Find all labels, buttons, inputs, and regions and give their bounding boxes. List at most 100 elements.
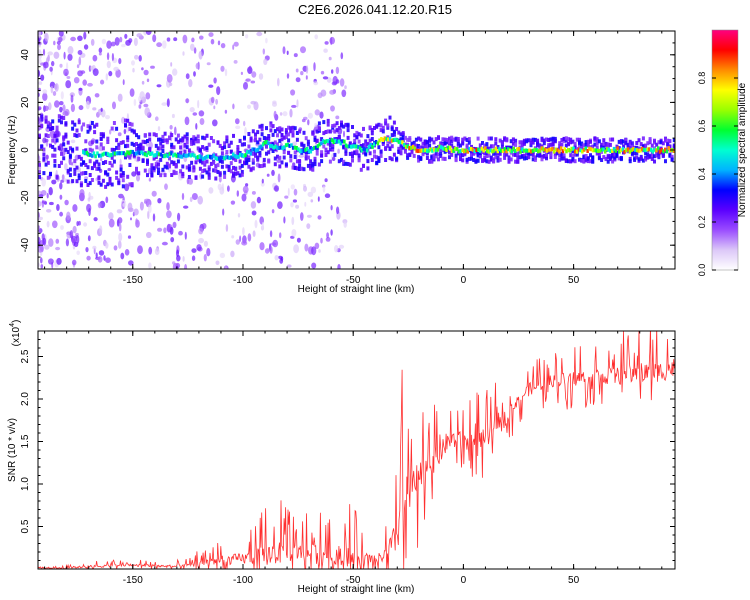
ridge-cell [607,147,611,152]
noise-cell [64,163,68,171]
halo-cell [595,151,599,156]
ridge-cell [244,153,247,158]
halo-cell [441,137,445,142]
ridge-cell [644,148,648,153]
noise-cell [259,242,265,251]
halo-cell [648,138,652,143]
halo-cell [494,151,498,156]
noise-cell [323,48,328,53]
halo-cell [335,128,339,133]
halo-cell [547,145,551,150]
noise-cell [48,258,54,265]
halo-cell [232,156,235,161]
halo-cell [161,139,165,143]
noise-cell [307,119,310,126]
halo-cell [478,154,482,159]
halo-cell [315,138,319,143]
halo-cell [439,151,443,156]
ridge-cell [415,148,418,153]
ridge-cell [406,144,409,149]
halo-cell [53,159,57,163]
halo-cell [139,144,143,149]
halo-cell [110,126,114,131]
halo-cell [448,150,451,155]
halo-cell [115,170,119,175]
halo-cell [130,122,134,127]
noise-cell [38,228,43,234]
halo-cell [657,140,661,145]
halo-cell [344,149,348,154]
ridge-cell [443,146,447,151]
halo-cell [328,137,332,142]
halo-cell [181,164,185,169]
halo-cell [646,152,650,157]
noise-cell [44,105,49,112]
noise-cell [337,264,341,269]
noise-cell [55,246,61,251]
halo-cell [88,181,92,186]
noise-cell [272,239,279,248]
halo-cell [260,146,264,151]
halo-cell [192,138,196,142]
ridge-cell [203,155,207,160]
noise-cell [231,235,235,239]
halo-cell [53,153,57,158]
halo-cell [487,153,491,158]
noise-cell [261,222,264,230]
halo-cell [547,137,551,142]
ridge-cell [300,149,304,154]
noise-cell [133,208,139,216]
halo-cell [384,118,388,123]
ridge-cell [82,150,85,155]
noise-cell [76,235,80,244]
halo-cell [227,164,231,169]
noise-cell [269,230,273,238]
noise-cell [191,193,198,200]
halo-cell [152,156,156,161]
noise-cell [118,240,122,249]
noise-cell [83,31,87,40]
noise-cell [77,50,83,55]
noise-cell [293,53,298,58]
noise-cell [145,31,152,35]
noise-cell [170,62,173,67]
halo-cell [121,178,125,183]
noise-cell [53,40,56,46]
halo-cell [344,161,348,166]
halo-cell [185,145,189,150]
halo-cell [214,153,218,158]
ridge-cell [320,141,323,146]
noise-cell [304,243,309,252]
halo-cell [207,142,211,147]
ridge-cell [600,147,603,152]
noise-cell [78,56,82,66]
halo-cell [218,159,222,164]
ridge-cell [321,139,325,144]
halo-cell [333,123,337,128]
halo-cell [608,157,612,162]
ridge-cell [589,147,593,152]
ridge-cell [337,139,341,144]
halo-cell [62,116,66,120]
noise-cell [319,111,324,119]
halo-cell [192,141,196,146]
ridge-cell [187,152,191,157]
noise-cell [40,74,45,81]
halo-cell [641,144,645,149]
halo-cell [368,138,372,143]
halo-cell [672,143,675,148]
noise-cell [150,65,155,69]
ridge-cell [267,141,270,146]
halo-cell [379,123,383,128]
noise-cell [118,193,124,199]
halo-cell [600,149,604,154]
halo-cell [392,120,396,125]
halo-cell [591,159,595,164]
ridge-cell [249,151,253,156]
halo-cell [536,138,540,143]
halo-cell [269,121,273,126]
noise-cell [143,69,149,76]
noise-cell [184,231,187,240]
halo-cell [238,159,242,164]
ridge-cell [625,148,628,153]
